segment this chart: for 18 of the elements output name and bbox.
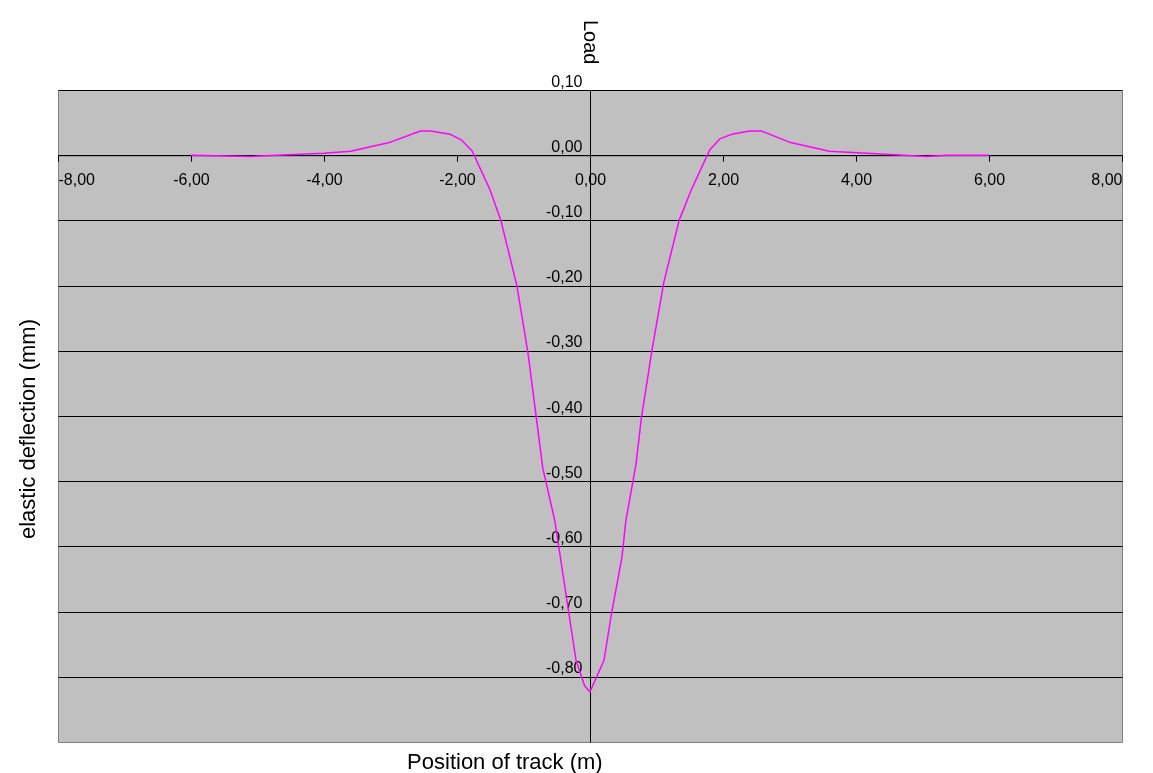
x-tick-label: -8,00 xyxy=(58,170,96,188)
y-tick-label: -0,20 xyxy=(546,268,583,286)
y-tick-label: -0,10 xyxy=(546,202,583,220)
y-tick-label: 0,00 xyxy=(551,137,583,155)
x-tick-label: 8,00 xyxy=(1091,170,1123,188)
x-axis-title: Position of track (m) xyxy=(407,749,603,773)
x-tick-label: -2,00 xyxy=(439,170,476,188)
text: Load xyxy=(580,20,602,65)
x-tick-label: 6,00 xyxy=(973,170,1006,188)
y-tick-label: -0,40 xyxy=(546,398,583,416)
y-tick-label: -0,30 xyxy=(546,333,583,351)
x-tick-label: -4,00 xyxy=(306,170,343,188)
y-axis-title: elastic deflection (mm) xyxy=(15,319,40,540)
x-tick-label: 4,00 xyxy=(840,170,873,188)
y-tick-label: 0,10 xyxy=(551,72,583,90)
x-tick-label: -6,00 xyxy=(173,170,210,188)
x-tick-label: 2,00 xyxy=(707,170,740,188)
y-tick-label: -0,50 xyxy=(546,463,583,481)
